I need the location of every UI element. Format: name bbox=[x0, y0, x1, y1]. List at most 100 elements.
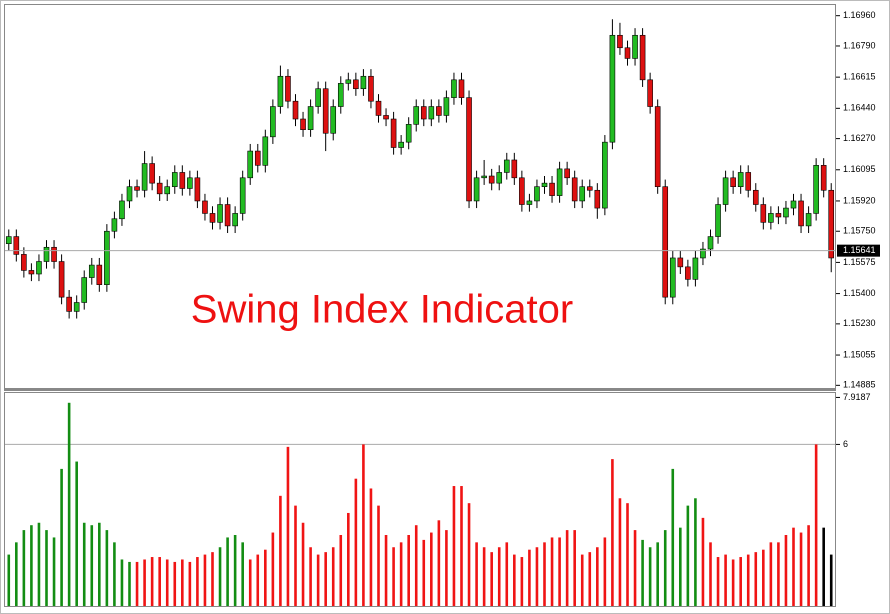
candle-body bbox=[368, 75, 374, 102]
candle-body bbox=[164, 186, 171, 195]
histogram-bar bbox=[165, 559, 169, 606]
histogram-bar bbox=[173, 561, 177, 606]
histogram-bar bbox=[731, 559, 735, 606]
histogram-bar bbox=[762, 549, 765, 606]
candle-body bbox=[390, 118, 397, 148]
histogram-bar bbox=[784, 535, 788, 606]
histogram-bar bbox=[135, 561, 139, 606]
candle-body bbox=[224, 204, 231, 227]
candle-body bbox=[156, 182, 163, 195]
y-tick-label: 1.15230 bbox=[843, 318, 876, 328]
candle-body bbox=[511, 159, 518, 179]
candle-body bbox=[96, 264, 103, 285]
candle-body bbox=[51, 246, 57, 262]
candle-body bbox=[519, 177, 525, 205]
histogram-bar bbox=[82, 522, 86, 606]
y-tick-label: 1.14885 bbox=[843, 380, 876, 390]
histogram-bar bbox=[694, 498, 697, 606]
candle-body bbox=[171, 172, 178, 188]
histogram-bar bbox=[226, 537, 229, 606]
candle-body bbox=[187, 177, 193, 189]
candle-body bbox=[383, 115, 389, 120]
candle-body bbox=[81, 277, 88, 303]
histogram-bar bbox=[633, 530, 637, 606]
histogram-bar bbox=[490, 552, 493, 606]
histogram-bar bbox=[22, 530, 26, 606]
histogram-bar bbox=[248, 559, 252, 606]
candle-body bbox=[556, 168, 563, 196]
candle-body bbox=[768, 213, 774, 223]
histogram-bar bbox=[543, 542, 546, 606]
histogram-bar bbox=[482, 547, 486, 606]
candle-body bbox=[36, 261, 42, 275]
histogram-bar bbox=[309, 547, 312, 606]
y-tick-label: 1.16960 bbox=[843, 10, 876, 20]
candle-body bbox=[337, 83, 344, 107]
histogram-bar bbox=[271, 532, 275, 606]
histogram-bar bbox=[188, 561, 192, 606]
candle-body bbox=[413, 106, 420, 125]
candle-body bbox=[405, 124, 412, 143]
histogram-bar bbox=[294, 505, 297, 606]
histogram-bar bbox=[513, 554, 516, 606]
candle-body bbox=[783, 207, 789, 218]
candle-body bbox=[21, 254, 27, 271]
last-price-box bbox=[837, 244, 880, 257]
histogram-bar bbox=[588, 552, 592, 606]
histogram-bar bbox=[377, 505, 380, 606]
histogram-bar bbox=[799, 532, 803, 606]
candle-body bbox=[134, 186, 140, 191]
histogram-bar bbox=[384, 535, 388, 606]
histogram-bar bbox=[347, 512, 350, 606]
candle-body bbox=[571, 177, 578, 202]
candle-body bbox=[300, 118, 306, 130]
histogram-bar bbox=[739, 557, 742, 606]
candle-body bbox=[820, 165, 827, 191]
histogram-bar bbox=[679, 527, 682, 606]
candle-body bbox=[541, 182, 548, 188]
histogram-bar bbox=[233, 535, 237, 606]
candle-body bbox=[473, 177, 480, 202]
histogram-bar bbox=[618, 498, 622, 606]
histogram-bar bbox=[452, 486, 456, 606]
candle-body bbox=[420, 106, 427, 120]
histogram-bar bbox=[256, 554, 260, 606]
candle-body bbox=[209, 213, 216, 223]
candle-body bbox=[217, 204, 223, 223]
candle-body bbox=[564, 168, 570, 179]
histogram-bar bbox=[90, 525, 94, 606]
histogram-bar bbox=[196, 557, 199, 606]
histogram-bar bbox=[769, 542, 773, 606]
candle-body bbox=[745, 172, 752, 191]
histogram-bar bbox=[362, 444, 365, 606]
candle-body bbox=[398, 141, 404, 148]
candle-body bbox=[126, 186, 133, 202]
candle-body bbox=[315, 88, 321, 107]
histogram-bar bbox=[324, 552, 327, 606]
candle-body bbox=[760, 204, 767, 223]
candle-body bbox=[466, 97, 472, 202]
histogram-bar bbox=[67, 402, 71, 606]
candle-body bbox=[790, 200, 797, 209]
histogram-bar bbox=[807, 525, 810, 606]
y-tick-label: 1.15575 bbox=[843, 257, 876, 267]
histogram-bar bbox=[286, 446, 290, 606]
candle-body bbox=[662, 186, 669, 298]
candle-body bbox=[828, 189, 835, 259]
candle-body bbox=[752, 189, 759, 205]
candle-body bbox=[428, 106, 435, 120]
y-tick-label: 1.15750 bbox=[843, 226, 876, 236]
candle-body bbox=[488, 175, 495, 184]
panel-separator bbox=[4, 388, 836, 391]
candle-body bbox=[496, 172, 503, 184]
histogram-bar bbox=[158, 557, 161, 606]
candle-body bbox=[179, 172, 186, 189]
candle-body bbox=[647, 79, 653, 107]
candle-body bbox=[58, 261, 65, 298]
candle-body bbox=[149, 163, 155, 184]
histogram-bar bbox=[52, 537, 56, 606]
histogram-bar bbox=[203, 554, 207, 606]
histogram-bar bbox=[45, 530, 48, 606]
candle-body bbox=[700, 248, 706, 259]
